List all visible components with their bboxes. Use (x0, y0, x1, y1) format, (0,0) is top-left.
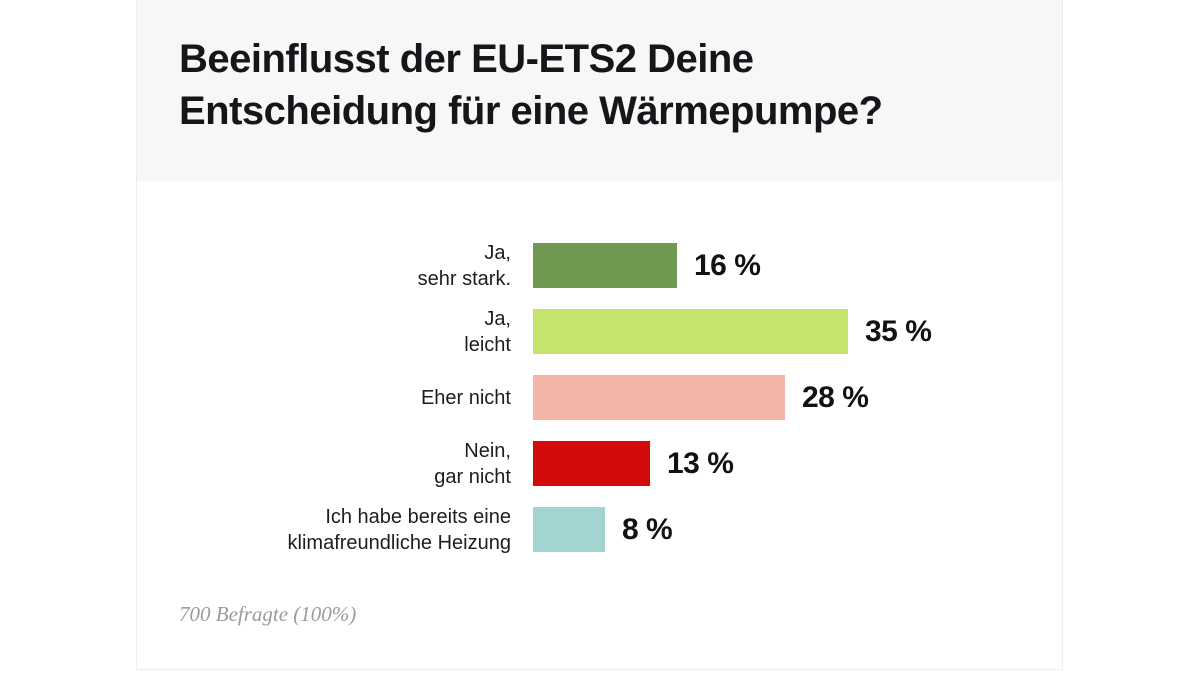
bar (533, 243, 677, 288)
category-label: Eher nicht (420, 386, 511, 409)
chart-card: Beeinflusst der EU-ETS2 Deine Entscheidu… (136, 0, 1063, 670)
value-label: 16 % (694, 248, 761, 282)
bar-row: Nein, gar nicht 13 % (137, 440, 1062, 488)
bar (533, 507, 605, 552)
sample-size-footnote: 700 Befragte (100%) (179, 602, 357, 626)
bar (533, 441, 650, 486)
category-label: Ich habe bereits eine klimafreundliche H… (287, 505, 511, 554)
bar-row: Eher nicht 28 % (137, 375, 1062, 420)
value-label: 13 % (667, 446, 734, 480)
chart-header: Beeinflusst der EU-ETS2 Deine Entscheidu… (137, 0, 1062, 181)
category-label: Ja, leicht (464, 307, 511, 356)
bar-chart: Ja, sehr stark. 16 % Ja, leicht 35 % Ehe… (137, 242, 1062, 554)
category-label: Nein, gar nicht (434, 439, 511, 488)
value-label: 8 % (622, 512, 673, 546)
value-label: 35 % (865, 314, 932, 348)
bar-row: Ja, leicht 35 % (137, 308, 1062, 356)
bar-row: Ich habe bereits eine klimafreundliche H… (137, 506, 1062, 554)
bar (533, 375, 785, 420)
bar (533, 309, 848, 354)
value-label: 28 % (802, 380, 869, 414)
category-label: Ja, sehr stark. (417, 241, 511, 290)
bar-row: Ja, sehr stark. 16 % (137, 242, 1062, 290)
chart-title: Beeinflusst der EU-ETS2 Deine Entscheidu… (179, 37, 883, 133)
